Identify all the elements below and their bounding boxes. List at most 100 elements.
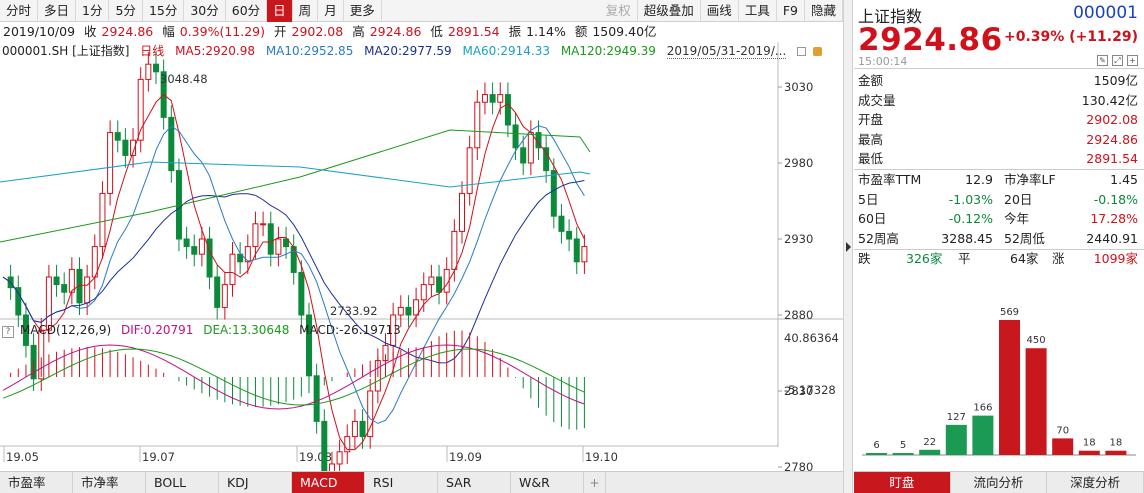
- period-button-7[interactable]: 日: [267, 0, 293, 22]
- fall-label: 跌: [858, 251, 871, 266]
- indicator-tab-4[interactable]: MACD: [292, 472, 365, 493]
- dist-bar-label: 6: [873, 440, 879, 451]
- quote-row: 成交量 130.42亿: [858, 91, 1138, 110]
- tool-button-5[interactable]: 隐藏: [805, 0, 843, 22]
- candle: [543, 147, 550, 172]
- tool-button-4[interactable]: F9: [777, 0, 805, 22]
- candle: [130, 139, 137, 156]
- dist-bar: [1052, 438, 1074, 455]
- indicator-tab-7[interactable]: W&R: [511, 472, 584, 493]
- quote-panel: 上证指数 000001 2924.86 +0.39% (+11.29) 15:0…: [854, 0, 1144, 493]
- candle: [428, 276, 435, 286]
- candle: [466, 147, 473, 194]
- indicator-tab-1[interactable]: 市净率: [73, 472, 146, 493]
- price-axis-label: 3030: [784, 80, 813, 94]
- right-tab-0[interactable]: 盯盘: [854, 472, 951, 493]
- quote-row2: 5日 20日 -1.03% -0.18%: [858, 190, 1138, 209]
- ma5-line: [2, 93, 585, 451]
- quote-value: 1509亿: [1093, 73, 1138, 88]
- period-button-5[interactable]: 30分: [184, 0, 226, 22]
- candle: [359, 420, 366, 438]
- divider: [854, 249, 1144, 250]
- candle: [413, 299, 420, 316]
- date-axis-label: 19.10: [585, 450, 618, 464]
- dist-bar: [866, 453, 887, 455]
- info-high: 2924.86: [369, 24, 422, 39]
- tool-button-2[interactable]: 画线: [701, 0, 739, 22]
- macd-label: MACD(12,26,9): [20, 323, 112, 337]
- macd-axis-mid: -5.17328: [784, 383, 836, 397]
- candle: [168, 116, 175, 172]
- ohlc-info-row: 2019/10/09 收 2924.86 幅 0.39%(11.29) 开 2902.…: [0, 22, 843, 42]
- period-button-3[interactable]: 5分: [109, 0, 143, 22]
- period-button-10[interactable]: 更多: [344, 0, 382, 22]
- period-button-9[interactable]: 月: [318, 0, 344, 22]
- candle: [122, 139, 129, 156]
- settings-square-icon[interactable]: [797, 47, 807, 56]
- period-button-4[interactable]: 15分: [143, 0, 185, 22]
- date-axis-label: 19.07: [142, 450, 175, 464]
- indicator-tab-0[interactable]: 市盈率: [0, 472, 73, 493]
- quote-key: 最高: [858, 131, 884, 147]
- add-indicator-button[interactable]: +: [584, 472, 606, 493]
- quote-value: -1.03%: [948, 191, 993, 207]
- period-button-2[interactable]: 1分: [76, 0, 110, 22]
- tool-button-3[interactable]: 工具: [739, 0, 777, 22]
- period-button-1[interactable]: 多日: [38, 0, 77, 22]
- candle: [474, 101, 481, 149]
- period-button-8[interactable]: 周: [293, 0, 319, 22]
- indicator-tab-6[interactable]: SAR: [438, 472, 511, 493]
- tool-button-1[interactable]: 超级叠加: [638, 0, 701, 22]
- info-swing: 1.14%: [526, 24, 566, 39]
- quote-value: -0.12%: [948, 211, 993, 226]
- quote-value: 2924.86: [1086, 131, 1138, 147]
- indicator-tab-3[interactable]: KDJ: [219, 472, 292, 493]
- expand-icon[interactable]: ⤢: [1112, 55, 1123, 66]
- indicator-tab-5[interactable]: RSI: [365, 472, 438, 493]
- index-name: 上证指数: [858, 7, 923, 26]
- quote-tools: ✎ ⤢ +: [1097, 55, 1138, 66]
- dist-bar-label: 18: [1110, 438, 1123, 449]
- price-axis-label: 2780: [784, 460, 813, 471]
- candle: [581, 246, 588, 263]
- price-axis-label: 2880: [784, 308, 813, 322]
- quote-key: 开盘: [858, 112, 884, 127]
- period-button-0[interactable]: 分时: [0, 0, 39, 22]
- ma10-line: [2, 125, 585, 424]
- edit-icon[interactable]: ✎: [1097, 55, 1108, 66]
- collapse-arrow-icon[interactable]: [846, 242, 851, 252]
- dist-bar: [1105, 450, 1127, 455]
- dist-bar-label: 22: [923, 437, 936, 448]
- kline-chart[interactable]: 3030 2980 2930 2880 2830 2780 40.86364 -5.17328…: [0, 42, 843, 471]
- add-icon[interactable]: +: [1127, 55, 1138, 66]
- ma10-value: MA10:2952.85: [265, 44, 354, 58]
- candle: [504, 94, 511, 126]
- panel-splitter[interactable]: [843, 0, 853, 493]
- quote-value: 2902.08: [1086, 112, 1138, 127]
- candle: [183, 238, 190, 248]
- candle: [221, 284, 228, 308]
- ma20-value: MA20:2977.59: [364, 44, 452, 58]
- right-tab-2[interactable]: 深度分析: [1047, 472, 1144, 493]
- quote-key: 20日: [1004, 191, 1033, 207]
- info-date: 2019/10/09: [3, 24, 76, 39]
- candle: [244, 246, 251, 263]
- quote-row: 开盘 2902.08: [858, 110, 1138, 129]
- candle: [107, 132, 114, 194]
- ma60-value: MA60:2914.33: [462, 44, 550, 58]
- toolbar-spacer: [382, 0, 600, 21]
- right-tab-1[interactable]: 流向分析: [950, 472, 1048, 493]
- tool-button-0[interactable]: 复权: [600, 0, 638, 22]
- dist-bar-label: 166: [973, 403, 992, 414]
- candle: [76, 268, 83, 304]
- candle: [283, 238, 290, 248]
- date-range-select[interactable]: 2019/05/31-2019/...: [666, 44, 787, 59]
- lock-icon[interactable]: [813, 47, 823, 56]
- indicator-tab-2[interactable]: BOLL: [146, 472, 219, 493]
- quote-key: 52周低: [1004, 230, 1045, 246]
- candle: [206, 238, 213, 278]
- candle: [328, 463, 335, 471]
- help-icon[interactable]: ?: [2, 326, 14, 338]
- period-button-6[interactable]: 60分: [226, 0, 268, 22]
- candle: [520, 147, 527, 164]
